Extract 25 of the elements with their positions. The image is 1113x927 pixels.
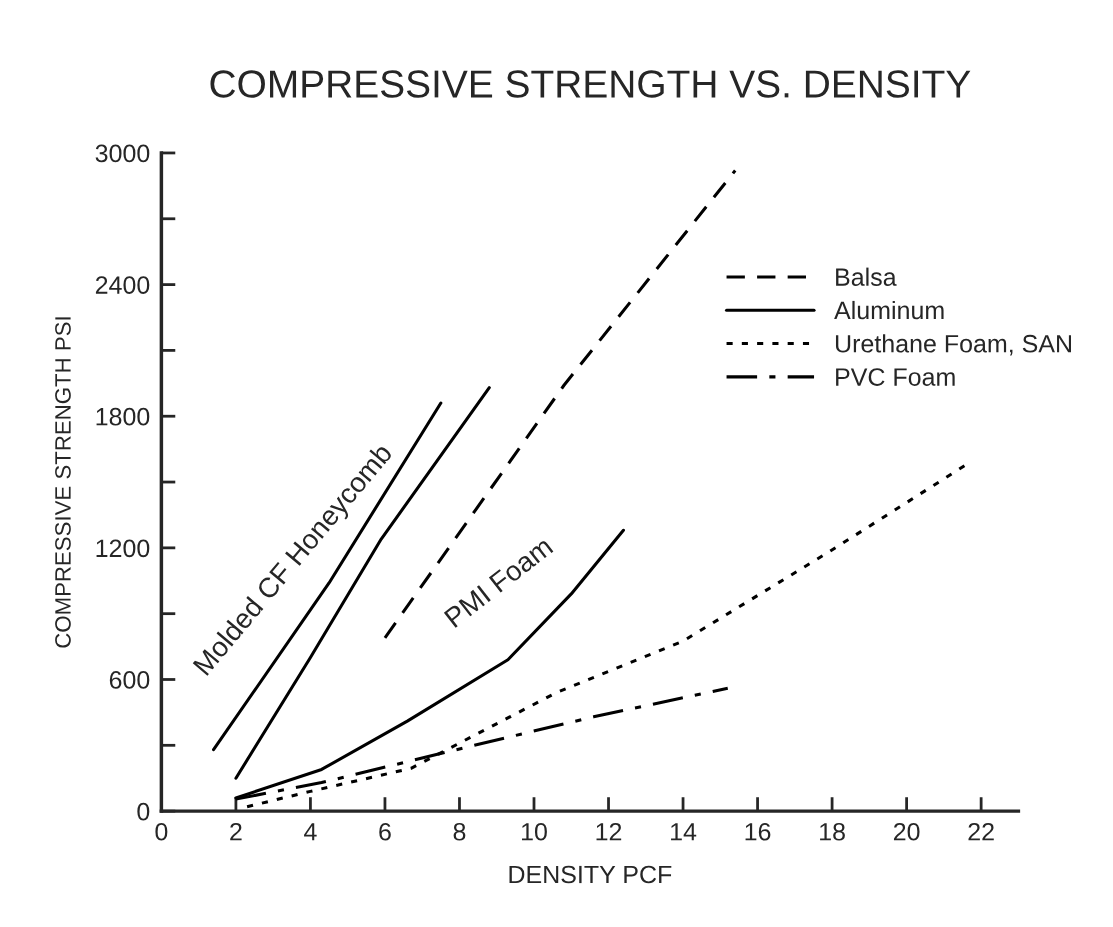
x-axis-title: DENSITY PCF	[509, 865, 672, 884]
y-tick-label: 600	[109, 671, 150, 689]
chart-title: COMPRESSIVE STRENGTH VS. DENSITY	[210, 70, 971, 98]
y-tick-label: 1800	[96, 407, 150, 426]
x-tick-label: 2	[230, 822, 242, 841]
x-tick-label: 4	[304, 823, 317, 841]
y-tick-label: 0	[137, 802, 150, 821]
y-tick-label: 2400	[95, 276, 150, 294]
x-tick-label: 12	[596, 822, 622, 841]
x-tick-label: 18	[820, 822, 845, 841]
legend-label: Aluminum	[834, 300, 944, 320]
x-tick-label: 0	[155, 822, 168, 841]
x-tick-label: 8	[453, 822, 466, 841]
x-tick-label: 6	[379, 822, 391, 841]
x-tick-label: 20	[893, 822, 920, 841]
legend-label: Urethane Foam, SAN	[835, 334, 1071, 356]
x-tick-label: 22	[968, 822, 994, 841]
y-axis-title: COMPRESSIVE STRENGTH PSI	[55, 317, 71, 648]
x-tick-label: 14	[671, 823, 697, 841]
x-tick-label: 10	[522, 822, 547, 841]
x-tick-label: 16	[745, 822, 771, 841]
y-tick-label: 1200	[96, 539, 150, 558]
y-tick-label: 3000	[95, 144, 150, 163]
legend-label: PVC Foam	[836, 368, 955, 386]
legend-label: Balsa	[836, 267, 897, 286]
